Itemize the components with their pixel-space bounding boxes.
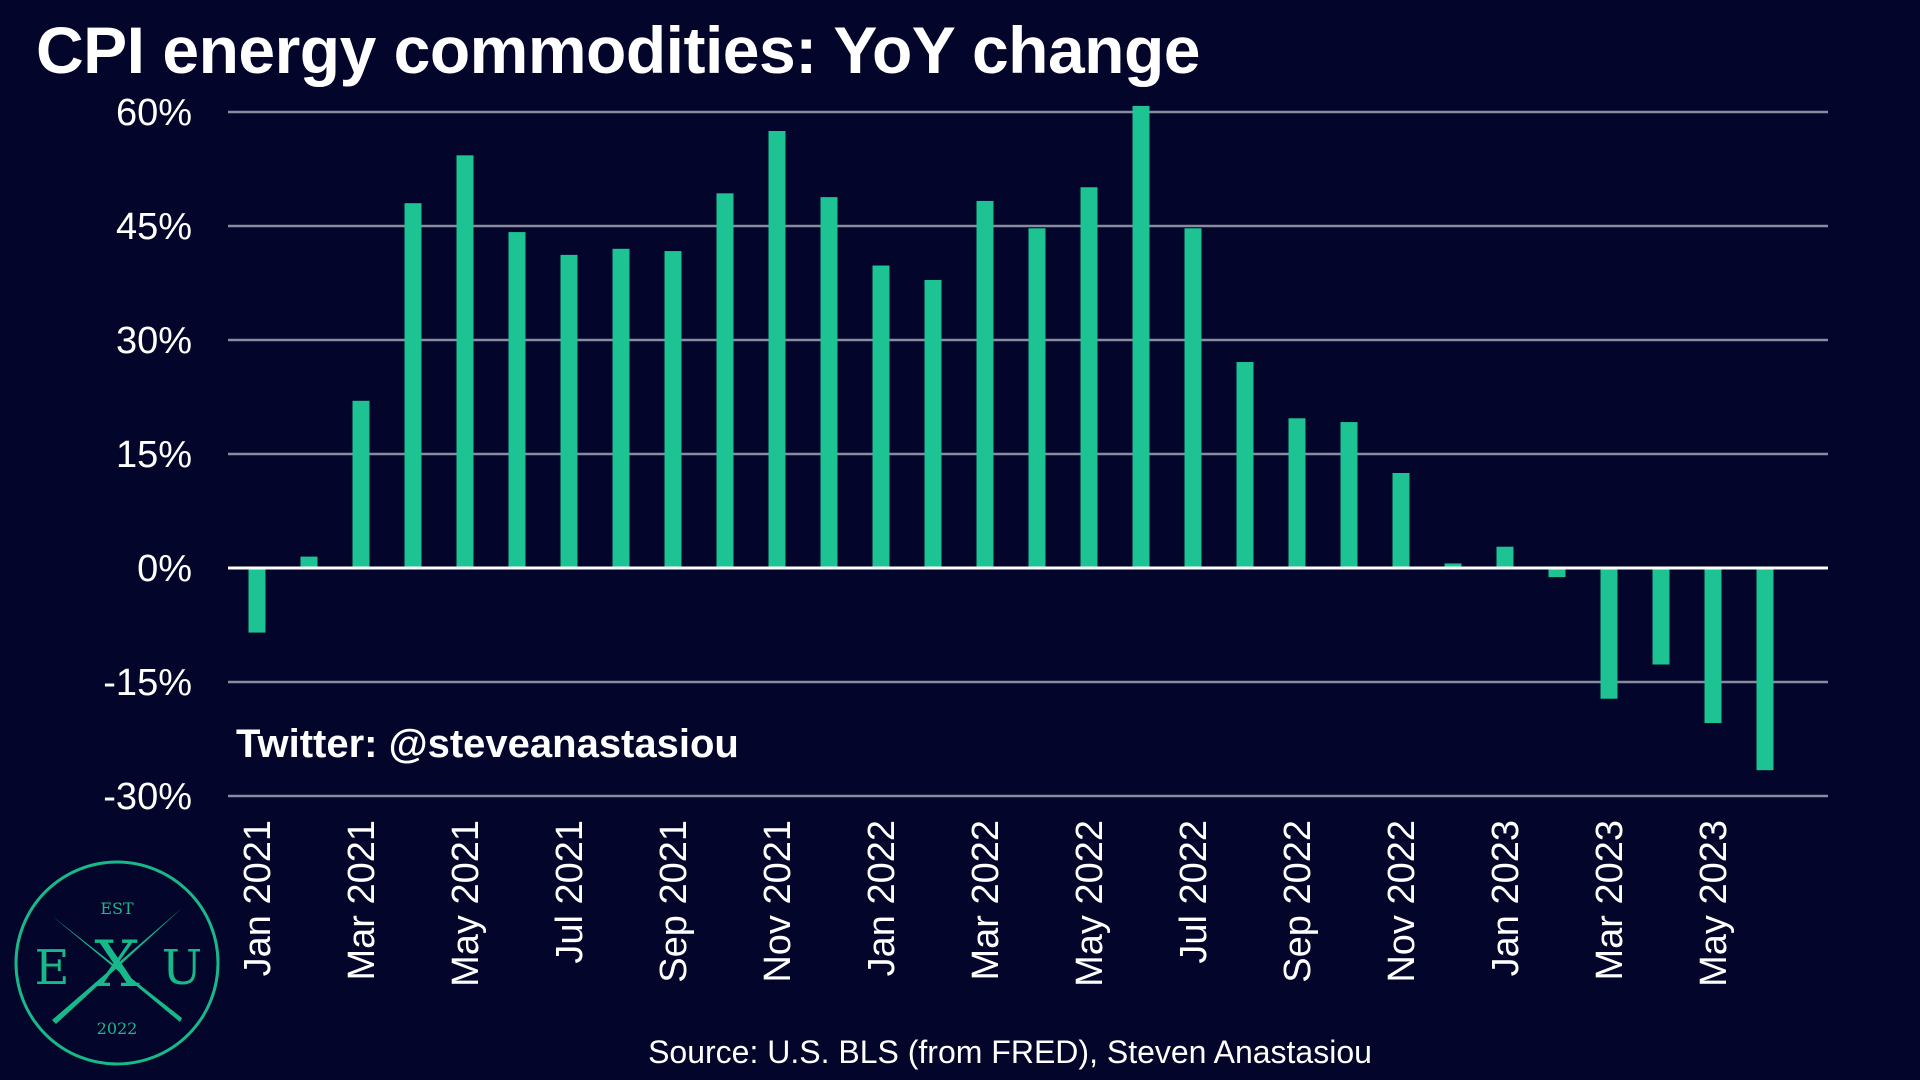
chart-title: CPI energy commodities: YoY change xyxy=(36,13,1201,87)
logo-right-letter: U xyxy=(162,940,202,996)
y-tick-label: 0% xyxy=(137,548,192,590)
x-tick-label: Jan 2021 xyxy=(237,820,279,976)
bar xyxy=(768,131,786,568)
exu-logo: EST E X U 2022 xyxy=(14,860,220,1066)
x-tick-label: Nov 2022 xyxy=(1381,820,1423,983)
logo-left-letter: E xyxy=(34,940,69,996)
x-tick-label: May 2021 xyxy=(445,820,487,987)
bar xyxy=(1028,228,1046,568)
x-tick-label: Sep 2021 xyxy=(653,820,695,983)
bar xyxy=(1132,105,1150,569)
bar xyxy=(1392,473,1410,568)
bar xyxy=(1600,568,1618,699)
bar xyxy=(1288,418,1306,568)
bar xyxy=(560,254,578,568)
logo-bottom-text: 2022 xyxy=(97,1019,138,1038)
bar xyxy=(508,232,526,568)
x-tick-label: Jan 2023 xyxy=(1485,820,1527,976)
twitter-watermark: Twitter: @steveanastasiou xyxy=(236,722,739,766)
bar xyxy=(1444,563,1462,568)
x-tick-label: Nov 2021 xyxy=(757,820,799,983)
bar xyxy=(1236,362,1254,568)
x-tick-label: Jul 2022 xyxy=(1173,820,1215,964)
bar xyxy=(612,248,630,569)
bar xyxy=(924,279,942,568)
bar xyxy=(976,200,994,569)
logo-swoosh-1 xyxy=(52,916,182,1022)
y-tick-label: 15% xyxy=(116,434,192,476)
y-tick-label: 30% xyxy=(116,320,192,362)
bars xyxy=(248,105,1774,771)
gridlines xyxy=(228,110,1828,798)
bar xyxy=(820,197,838,568)
bar xyxy=(352,400,370,568)
logo-top-text: EST xyxy=(100,899,134,918)
y-tick-label: 60% xyxy=(116,92,192,134)
logo-ring xyxy=(14,860,220,1066)
bar xyxy=(1340,422,1358,568)
x-tick-label: Jan 2022 xyxy=(861,820,903,976)
bar xyxy=(248,568,266,633)
x-tick-label: Mar 2021 xyxy=(341,820,383,981)
y-axis-ticks: 60% 45% 30% 15% 0% -15% -30% xyxy=(103,92,192,818)
y-tick-label: 45% xyxy=(116,206,192,248)
bar xyxy=(872,265,890,568)
bar xyxy=(1548,568,1566,578)
logo-swoosh-2 xyxy=(52,908,182,1024)
x-tick-label: May 2022 xyxy=(1069,820,1111,987)
bar xyxy=(664,251,682,568)
y-tick-label: -15% xyxy=(103,662,192,704)
bar xyxy=(1184,228,1202,568)
bar xyxy=(1080,187,1098,569)
bar xyxy=(404,203,422,568)
bar xyxy=(716,193,734,568)
x-tick-label: Mar 2023 xyxy=(1589,820,1631,981)
bar xyxy=(1704,568,1722,724)
x-tick-label: May 2023 xyxy=(1693,820,1735,987)
x-tick-label: Jul 2021 xyxy=(549,820,591,964)
bar xyxy=(300,556,318,568)
x-axis-ticks: Jan 2021 Mar 2021 May 2021 Jul 2021 Sep 2021… xyxy=(237,820,1735,987)
bar xyxy=(456,155,474,568)
bar xyxy=(1756,568,1774,771)
source-note: Source: U.S. BLS (from FRED), Steven Ana… xyxy=(648,1034,1372,1070)
y-tick-label: -30% xyxy=(103,776,192,818)
x-tick-label: Mar 2022 xyxy=(965,820,1007,981)
bar xyxy=(1652,568,1670,665)
bar xyxy=(1496,546,1514,568)
x-tick-label: Sep 2022 xyxy=(1277,820,1319,983)
